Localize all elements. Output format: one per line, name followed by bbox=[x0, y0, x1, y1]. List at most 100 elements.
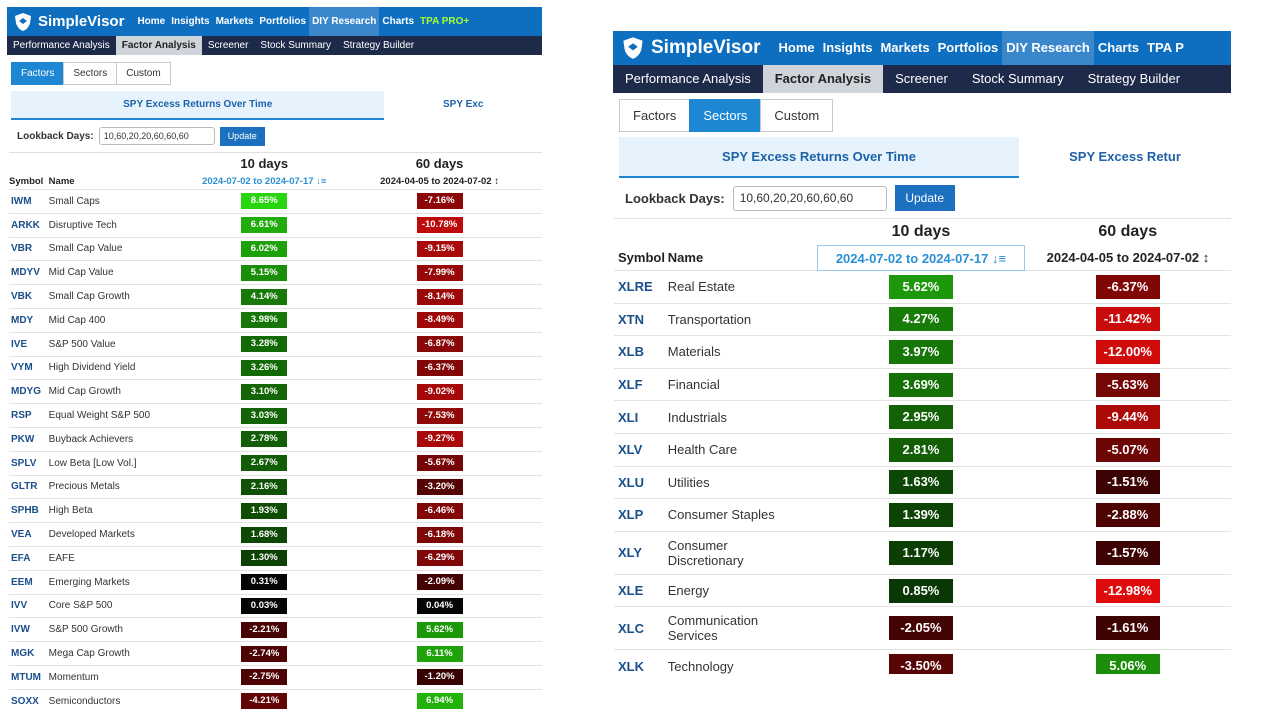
symbol-cell[interactable]: XLI bbox=[614, 401, 668, 434]
symbol-cell[interactable]: MDYG bbox=[9, 380, 49, 404]
symbol-cell[interactable]: SPHB bbox=[9, 499, 49, 523]
subnav-strategy-builder[interactable]: Strategy Builder bbox=[1087, 71, 1181, 86]
subnav-factor-analysis[interactable]: Factor Analysis bbox=[762, 65, 884, 93]
column-name[interactable]: Name bbox=[667, 250, 704, 266]
update-button[interactable]: Update bbox=[219, 126, 265, 146]
symbol-cell[interactable]: EFA bbox=[9, 546, 49, 570]
symbol-cell[interactable]: RSP bbox=[9, 404, 49, 428]
logo[interactable]: SimpleVisor bbox=[613, 36, 774, 60]
column-symbol[interactable]: Symbol bbox=[618, 250, 665, 266]
table-row[interactable]: VYM High Dividend Yield 3.26% -6.37% bbox=[9, 356, 542, 380]
nav-home[interactable]: Home bbox=[778, 40, 815, 55]
table-row[interactable]: VBK Small Cap Growth 4.14% -8.14% bbox=[9, 284, 542, 309]
symbol-cell[interactable]: EEM bbox=[9, 570, 49, 594]
symbol-link[interactable]: VYM bbox=[11, 362, 33, 374]
table-row[interactable]: GLTR Precious Metals 2.16% -3.20% bbox=[9, 475, 542, 499]
symbol-cell[interactable]: XLC bbox=[614, 607, 668, 650]
table-row[interactable]: XLB Materials 3.97% -12.00% bbox=[614, 335, 1231, 369]
symbol-cell[interactable]: XLB bbox=[614, 336, 668, 369]
symbol-cell[interactable]: MTUM bbox=[9, 665, 49, 689]
table-row[interactable]: IVW S&P 500 Growth -2.21% 5.62% bbox=[9, 617, 542, 642]
view-tab-excess-returns[interactable]: SPY Excess Returns Over Time bbox=[619, 137, 1019, 178]
column-date-range-2[interactable]: 2024-04-05 to 2024-07-02 ↕ bbox=[337, 173, 542, 190]
subnav-factor-analysis[interactable]: Factor Analysis bbox=[115, 36, 202, 55]
symbol-cell[interactable]: XLY bbox=[614, 531, 668, 574]
table-row[interactable]: XLU Utilities 1.63% -1.51% bbox=[614, 466, 1231, 499]
symbol-cell[interactable]: IVE bbox=[9, 332, 49, 356]
subnav-performance-analysis[interactable]: Performance Analysis bbox=[13, 40, 110, 51]
subnav-stock-summary[interactable]: Stock Summary bbox=[260, 40, 331, 51]
table-row[interactable]: MDYG Mid Cap Growth 3.10% -9.02% bbox=[9, 379, 542, 404]
symbol-cell[interactable]: ARKK bbox=[9, 213, 49, 237]
subnav-strategy-builder[interactable]: Strategy Builder bbox=[342, 40, 415, 51]
symbol-link[interactable]: ARKK bbox=[11, 219, 40, 231]
symbol-link[interactable]: EEM bbox=[11, 576, 33, 588]
subnav-screener[interactable]: Screener bbox=[895, 71, 948, 86]
symbol-cell[interactable]: VBR bbox=[9, 237, 49, 261]
lookback-days-input[interactable] bbox=[732, 185, 887, 211]
tab-sectors[interactable]: Sectors bbox=[689, 99, 762, 132]
logo[interactable]: SimpleVisor bbox=[7, 12, 134, 32]
nav-insights[interactable]: Insights bbox=[171, 16, 210, 27]
tab-factors[interactable]: Factors bbox=[619, 99, 691, 132]
table-row[interactable]: PKW Buyback Achievers 2.78% -9.27% bbox=[9, 427, 542, 451]
column-name[interactable]: Name bbox=[48, 175, 75, 187]
tab-custom[interactable]: Custom bbox=[116, 62, 171, 85]
table-row[interactable]: XLF Financial 3.69% -5.63% bbox=[614, 368, 1231, 401]
symbol-link[interactable]: VEA bbox=[11, 529, 32, 541]
symbol-link[interactable]: XLY bbox=[618, 545, 643, 561]
symbol-link[interactable]: IVE bbox=[11, 338, 28, 350]
nav-tpa-pro[interactable]: TPA PRO+ bbox=[420, 16, 470, 27]
tab-custom[interactable]: Custom bbox=[760, 99, 834, 132]
symbol-link[interactable]: XLK bbox=[618, 658, 644, 674]
symbol-link[interactable]: MGK bbox=[11, 648, 35, 660]
symbol-cell[interactable]: VBK bbox=[9, 285, 49, 309]
symbol-link[interactable]: XLV bbox=[618, 442, 643, 458]
symbol-cell[interactable]: SOXX bbox=[9, 689, 49, 712]
table-row[interactable]: XLV Health Care 2.81% -5.07% bbox=[614, 433, 1231, 466]
subnav-stock-summary[interactable]: Stock Summary bbox=[971, 71, 1064, 86]
column-symbol[interactable]: Symbol bbox=[9, 175, 44, 187]
table-row[interactable]: IVE S&P 500 Value 3.28% -6.87% bbox=[9, 332, 542, 356]
table-row[interactable]: XLE Energy 0.85% -12.98% bbox=[614, 574, 1231, 607]
symbol-cell[interactable]: MDYV bbox=[9, 261, 49, 285]
table-row[interactable]: VBR Small Cap Value 6.02% -9.15% bbox=[9, 237, 542, 261]
symbol-cell[interactable]: XLRE bbox=[614, 271, 668, 304]
symbol-link[interactable]: GLTR bbox=[11, 481, 38, 493]
table-row[interactable]: MGK Mega Cap Growth -2.74% 6.11% bbox=[9, 641, 542, 666]
symbol-cell[interactable]: PKW bbox=[9, 427, 49, 451]
nav-charts[interactable]: Charts bbox=[382, 16, 415, 27]
table-row[interactable]: IWM Small Caps 8.65% -7.16% bbox=[9, 189, 542, 214]
symbol-cell[interactable]: VYM bbox=[9, 356, 49, 380]
table-row[interactable]: XLP Consumer Staples 1.39% -2.88% bbox=[614, 498, 1231, 532]
symbol-link[interactable]: XLU bbox=[618, 474, 644, 490]
nav-portfolios[interactable]: Portfolios bbox=[259, 16, 307, 27]
symbol-link[interactable]: SPHB bbox=[11, 505, 39, 517]
symbol-link[interactable]: PKW bbox=[11, 433, 35, 445]
symbol-link[interactable]: IVW bbox=[11, 624, 30, 636]
tab-sectors[interactable]: Sectors bbox=[63, 62, 118, 85]
nav-diy-research[interactable]: DIY Research bbox=[309, 7, 380, 36]
symbol-link[interactable]: XLF bbox=[618, 377, 643, 393]
table-row[interactable]: XTN Transportation 4.27% -11.42% bbox=[614, 303, 1231, 336]
symbol-link[interactable]: XTN bbox=[618, 311, 644, 327]
symbol-cell[interactable]: XLE bbox=[614, 574, 668, 607]
symbol-cell[interactable]: XLP bbox=[614, 499, 668, 532]
symbol-cell[interactable]: SPLV bbox=[9, 451, 49, 475]
symbol-link[interactable]: VBK bbox=[11, 291, 33, 303]
table-row[interactable]: VEA Developed Markets 1.68% -6.18% bbox=[9, 522, 542, 547]
subnav-screener[interactable]: Screener bbox=[207, 40, 249, 51]
nav-insights[interactable]: Insights bbox=[822, 40, 873, 55]
tab-factors[interactable]: Factors bbox=[11, 62, 65, 85]
column-date-range-1[interactable]: 2024-07-02 to 2024-07-17 ↓≡ bbox=[191, 173, 337, 190]
table-row[interactable]: SPLV Low Beta [Low Vol.] 2.67% -5.67% bbox=[9, 451, 542, 475]
table-row[interactable]: XLC Communication Services -2.05% -1.61% bbox=[614, 606, 1231, 650]
table-row[interactable]: XLK Technology -3.50% 5.06% bbox=[614, 649, 1231, 674]
view-tab-excess-returns-2[interactable]: SPY Exc bbox=[442, 99, 484, 110]
table-row[interactable]: XLI Industrials 2.95% -9.44% bbox=[614, 400, 1231, 434]
symbol-link[interactable]: XLC bbox=[618, 620, 644, 636]
lookback-days-input[interactable] bbox=[98, 127, 215, 145]
nav-markets[interactable]: Markets bbox=[880, 40, 930, 55]
symbol-link[interactable]: XLRE bbox=[618, 279, 653, 295]
symbol-link[interactable]: SOXX bbox=[11, 695, 39, 707]
